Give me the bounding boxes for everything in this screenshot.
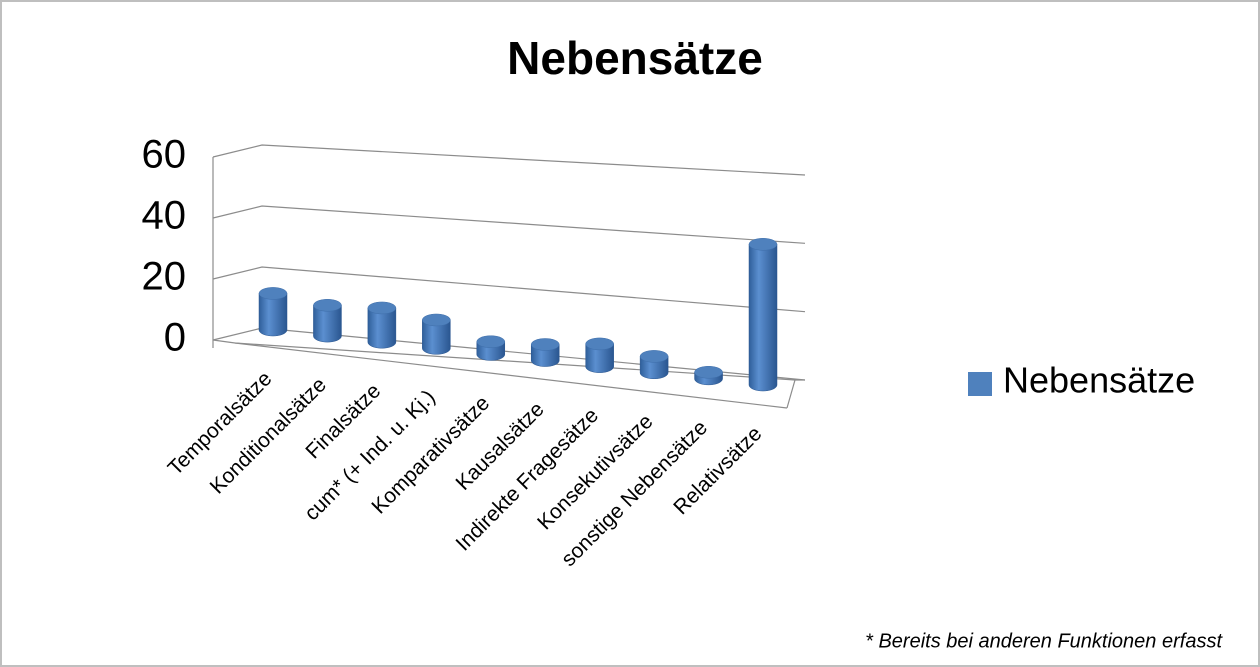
bar-top [694,366,723,379]
grid-line [212,205,806,244]
floor-side [786,379,796,409]
bar [694,366,723,386]
bar-body [748,244,778,392]
bar-body [422,319,451,355]
bar-body [258,293,288,337]
bar-body [530,344,560,367]
grid-line [212,266,806,313]
plot [258,238,778,392]
y-tick-label: 0 [164,316,186,360]
bar-top [748,238,778,251]
bar [313,299,342,343]
bar-top [422,313,451,327]
floor [212,339,805,381]
y-tick-label: 60 [142,133,187,177]
bar-top [367,301,397,315]
bar [476,335,506,361]
floor-front [234,342,788,409]
bar [367,301,397,349]
bar-top [476,335,506,348]
bar [748,238,778,392]
bar [585,337,614,373]
legend-swatch [968,372,992,396]
y-tick-label: 20 [142,255,187,299]
grid-line [212,144,806,176]
bar [258,287,288,337]
bar-body [313,305,342,343]
bar-body [585,343,614,373]
bar [530,338,560,367]
bar-body [639,356,669,379]
annotation: * Bereits bei anderen Funktionen erfasst [865,630,1223,652]
bar-top [585,337,614,351]
bar-top [639,350,669,363]
bar-top [258,287,288,300]
chart-title: Nebensätze [507,32,763,84]
legend-label: Nebensätze [1003,360,1195,401]
bar-body [367,307,397,349]
bar [639,350,669,379]
bar [422,313,451,355]
y-tick-label: 40 [142,194,187,238]
bar-top [313,299,342,312]
bar-top [530,338,560,351]
